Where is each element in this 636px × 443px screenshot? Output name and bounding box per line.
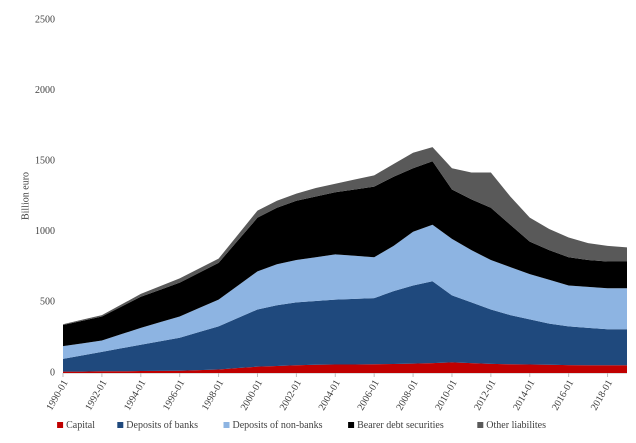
x-tick-label: 1996-01 xyxy=(161,378,187,412)
x-tick-label: 1994-01 xyxy=(122,378,148,412)
legend-swatch xyxy=(117,422,124,428)
legend-label: Deposits of non-banks xyxy=(233,420,323,431)
legend-label: Other liabilites xyxy=(486,420,546,431)
y-axis-label: Billion euro xyxy=(20,172,31,220)
x-tick-label: 1992-01 xyxy=(83,378,109,412)
legend-swatch xyxy=(223,422,230,428)
x-tick-label: 2004-01 xyxy=(317,378,343,412)
x-tick-label: 2016-01 xyxy=(550,378,576,412)
legend-label: Deposits of banks xyxy=(126,420,198,431)
x-tick-label: 2014-01 xyxy=(511,378,537,412)
legend-swatch xyxy=(348,422,355,428)
y-tick-label: 0 xyxy=(50,367,55,378)
area xyxy=(63,147,627,325)
area xyxy=(63,161,627,347)
x-tick-label: 1990-01 xyxy=(44,378,70,412)
y-tick-label: 500 xyxy=(40,297,55,308)
area xyxy=(63,281,627,372)
y-tick-label: 1000 xyxy=(35,226,55,237)
x-tick-label: 2000-01 xyxy=(239,378,265,412)
x-tick-label: 2012-01 xyxy=(472,378,498,412)
x-tick-label: 2008-01 xyxy=(394,378,420,412)
x-tick-label: 2010-01 xyxy=(433,378,459,412)
y-tick-label: 2500 xyxy=(35,14,55,25)
x-tick-label: 2018-01 xyxy=(589,378,615,412)
area xyxy=(63,362,627,373)
legend-swatch xyxy=(477,422,484,428)
x-tick-label: 1998-01 xyxy=(200,378,226,412)
y-tick-label: 1500 xyxy=(35,155,55,166)
legend-swatch xyxy=(57,422,64,428)
x-tick-label: 2006-01 xyxy=(356,378,382,412)
y-tick-label: 2000 xyxy=(35,85,55,96)
area xyxy=(63,224,627,359)
x-tick-label: 2002-01 xyxy=(278,378,304,412)
legend-label: Capital xyxy=(66,420,95,431)
legend-label: Bearer debt securities xyxy=(357,420,444,431)
